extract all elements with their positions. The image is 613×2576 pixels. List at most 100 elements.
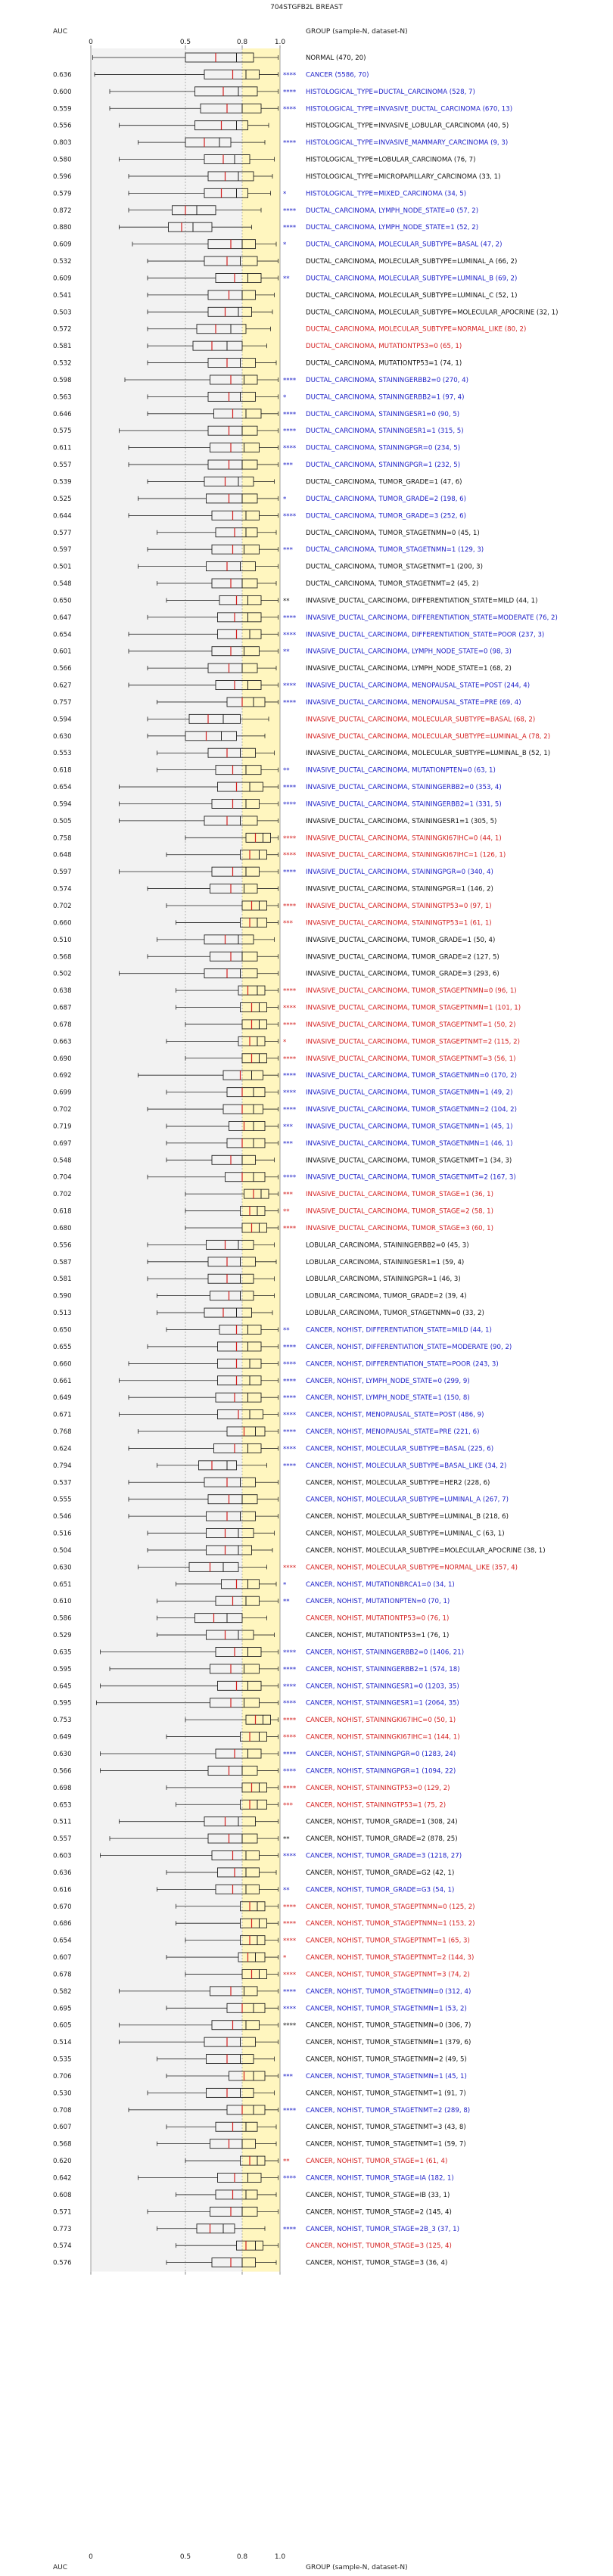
- group-label: INVASIVE_DUCTAL_CARCINOMA, DIFFERENTIATI…: [306, 631, 544, 639]
- group-label: CANCER, NOHIST, TUMOR_STAGETNMT=2 (289, …: [306, 2107, 470, 2115]
- box-iqr: [207, 358, 256, 368]
- group-label: DUCTAL_CARCINOMA, TUMOR_STAGETNMN=0 (45,…: [306, 530, 480, 537]
- row-40: 0.630 INVASIVE_DUCTAL_CARCINOMA, MOLECULA…: [53, 731, 550, 741]
- group-label: INVASIVE_DUCTAL_CARCINOMA, MENOPAUSAL_ST…: [306, 682, 530, 690]
- box-iqr: [207, 1273, 254, 1284]
- auc-value: 0.653: [53, 1801, 72, 1809]
- group-label: CANCER, NOHIST, TUMOR_GRADE=1 (308, 24): [306, 1819, 458, 1826]
- significance-stars: **: [283, 1599, 290, 1606]
- auc-value: 0.595: [53, 1666, 72, 1673]
- box-iqr: [204, 188, 248, 198]
- significance-stars: ****: [283, 1174, 297, 1182]
- significance-stars: ****: [283, 2175, 297, 2183]
- group-label: CANCER, NOHIST, STAININGERBB2=0 (1406, 2…: [306, 1648, 464, 1656]
- row-0: NORMAL (470, 20): [92, 52, 366, 63]
- significance-stars: ****: [283, 1717, 297, 1725]
- row-97: 0.595 **** CANCER, NOHIST, STAININGESR1=1 …: [53, 1698, 459, 1707]
- significance-stars: ****: [283, 1361, 297, 1369]
- row-126: 0.608 CANCER, NOHIST, TUMOR_STAGE=IB (33,…: [53, 2189, 450, 2200]
- auc-value: 0.559: [53, 105, 72, 113]
- significance-stars: ****: [283, 903, 297, 911]
- significance-stars: *: [283, 394, 287, 402]
- auc-value: 0.574: [53, 2242, 72, 2250]
- significance-stars: ****: [283, 1921, 297, 1928]
- group-label: LOBULAR_CARCINOMA, TUMOR_STAGETNMN=0 (33…: [306, 1310, 484, 1317]
- auc-value: 0.768: [53, 1428, 72, 1436]
- significance-stars: ****: [283, 1378, 297, 1385]
- row-1: 0.636 **** CANCER (5586, 70): [53, 69, 369, 79]
- box-iqr: [226, 1138, 266, 1148]
- box-iqr: [236, 2240, 263, 2251]
- significance-stars: ****: [283, 1055, 297, 1063]
- row-48: 0.597 **** INVASIVE_DUCTAL_CARCINOMA, STAI…: [53, 866, 493, 877]
- row-35: 0.601 ** INVASIVE_DUCTAL_CARCINOMA, LYMPH_…: [53, 646, 512, 656]
- auc-value: 0.577: [53, 530, 72, 537]
- box-iqr: [207, 239, 256, 250]
- significance-stars: ****: [283, 1903, 297, 1911]
- row-8: 0.579 * HISTOLOGICAL_TYPE=MIXED_CARCINOMA …: [53, 188, 466, 198]
- box-iqr: [194, 86, 258, 97]
- auc-value: 0.611: [53, 445, 72, 452]
- auc-value: 0.607: [53, 2124, 72, 2131]
- box-iqr: [211, 2020, 260, 2031]
- significance-stars: ****: [283, 1683, 297, 1691]
- significance-stars: *: [283, 191, 287, 198]
- group-label: CANCER, NOHIST, TUMOR_GRADE=2 (878, 25): [306, 1835, 458, 1843]
- group-label: CANCER, NOHIST, MOLECULAR_SUBTYPE=NORMAL…: [306, 1564, 518, 1571]
- row-4: 0.556 HISTOLOGICAL_TYPE=INVASIVE_LOBULAR_…: [53, 120, 509, 131]
- box-iqr: [204, 154, 250, 164]
- auc-value: 0.609: [53, 275, 72, 282]
- significance-stars: ****: [283, 106, 297, 113]
- group-label: CANCER, NOHIST, TUMOR_GRADE=3 (1218, 27): [306, 1853, 462, 1860]
- row-128: 0.773 **** CANCER, NOHIST, TUMOR_STAGE=2B_…: [53, 2223, 459, 2233]
- box-iqr: [211, 2257, 256, 2268]
- auc-value: 0.654: [53, 784, 72, 791]
- group-label: CANCER, NOHIST, MOLECULAR_SUBTYPE=HER2 (…: [306, 1479, 490, 1487]
- auc-value: 0.548: [53, 1157, 72, 1164]
- box-iqr: [210, 374, 258, 385]
- significance-stars: ****: [283, 785, 297, 792]
- row-71: 0.587 LOBULAR_CARCINOMA, STAININGESR1=1 (…: [53, 1257, 464, 1267]
- auc-value: 0.678: [53, 1021, 72, 1029]
- group-label: CANCER, NOHIST, STAININGPGR=0 (1283, 24): [306, 1751, 456, 1758]
- row-130: 0.576 CANCER, NOHIST, TUMOR_STAGE=3 (36, …: [53, 2257, 447, 2268]
- box-iqr: [215, 1748, 262, 1759]
- group-label: INVASIVE_DUCTAL_CARCINOMA, STAININGKI67I…: [306, 852, 506, 859]
- box-iqr: [226, 1087, 266, 1098]
- box-iqr: [217, 1680, 262, 1691]
- auc-value: 0.597: [53, 546, 72, 554]
- box-iqr: [204, 968, 258, 979]
- significance-stars: ***: [283, 547, 294, 555]
- group-label: INVASIVE_DUCTAL_CARCINOMA, TUMOR_STAGETN…: [306, 1140, 512, 1148]
- group-label: CANCER, NOHIST, TUMOR_STAGEPTNMT=1 (65, …: [306, 1937, 470, 1945]
- group-label: CANCER, NOHIST, MOLECULAR_SUBTYPE=LUMINA…: [306, 1513, 509, 1521]
- significance-stars: *: [283, 241, 287, 249]
- row-90: 0.651 * CANCER, NOHIST, MUTATIONBRCA1=0 (3…: [53, 1579, 455, 1589]
- auc-value: 0.663: [53, 1038, 72, 1046]
- group-label: CANCER, NOHIST, DIFFERENTIATION_STATE=MO…: [306, 1344, 512, 1351]
- group-label: CANCER, NOHIST, LYMPH_NODE_STATE=0 (299,…: [306, 1378, 470, 1385]
- significance-stars: ****: [283, 869, 297, 877]
- box-iqr: [206, 1528, 254, 1538]
- auc-value: 0.699: [53, 1089, 72, 1097]
- auc-value: 0.537: [53, 1479, 72, 1487]
- group-label: CANCER, NOHIST, STAININGESR1=1 (2064, 35…: [306, 1700, 459, 1707]
- group-label: INVASIVE_DUCTAL_CARCINOMA, STAININGTP53=…: [306, 903, 492, 910]
- row-7: 0.596 HISTOLOGICAL_TYPE=MICROPAPILLARY_CA…: [53, 171, 500, 182]
- significance-stars: *: [283, 1581, 287, 1589]
- significance-stars: ****: [283, 1107, 297, 1114]
- significance-stars: ****: [283, 1005, 297, 1012]
- box-iqr: [217, 1867, 260, 1878]
- box-iqr: [240, 1206, 266, 1217]
- row-12: 0.532 DUCTAL_CARCINOMA, MOLECULAR_SUBTYPE…: [53, 256, 517, 266]
- auc-value: 0.555: [53, 1496, 72, 1504]
- box-iqr: [210, 2139, 256, 2149]
- box-iqr: [206, 1239, 254, 1250]
- row-74: 0.513 LOBULAR_CARCINOMA, TUMOR_STAGETNMN=…: [53, 1307, 484, 1318]
- group-label: LOBULAR_CARCINOMA, STAININGERBB2=0 (45, …: [306, 1241, 469, 1249]
- box-iqr: [185, 731, 237, 741]
- auc-value: 0.563: [53, 393, 72, 401]
- group-label: CANCER, NOHIST, MUTATIONBRCA1=0 (34, 1): [306, 1581, 455, 1589]
- row-41: 0.553 INVASIVE_DUCTAL_CARCINOMA, MOLECULA…: [53, 747, 550, 758]
